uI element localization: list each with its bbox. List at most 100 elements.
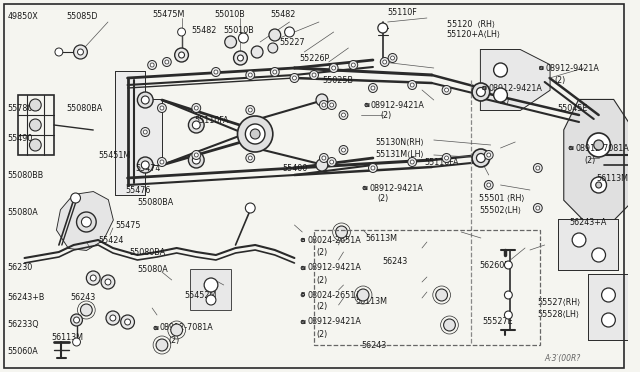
Circle shape bbox=[335, 226, 348, 238]
Text: 55060A: 55060A bbox=[8, 347, 38, 356]
Circle shape bbox=[106, 311, 120, 325]
Circle shape bbox=[369, 164, 378, 173]
Circle shape bbox=[90, 275, 96, 281]
Circle shape bbox=[160, 106, 164, 110]
Circle shape bbox=[476, 154, 485, 163]
Polygon shape bbox=[564, 100, 633, 220]
Text: 55080A: 55080A bbox=[138, 266, 168, 275]
Text: 55080BA: 55080BA bbox=[129, 247, 166, 257]
Circle shape bbox=[371, 86, 375, 90]
Text: 55110F: 55110F bbox=[388, 7, 417, 16]
Text: 08912-9421A: 08912-9421A bbox=[307, 317, 361, 327]
Circle shape bbox=[141, 128, 150, 137]
Circle shape bbox=[322, 103, 326, 107]
Text: 55502⟨LH⟩: 55502⟨LH⟩ bbox=[479, 205, 521, 215]
Text: 55120+A⟨LH⟩: 55120+A⟨LH⟩ bbox=[447, 29, 500, 38]
Text: 55080BB: 55080BB bbox=[8, 170, 44, 180]
Text: 55452M: 55452M bbox=[184, 291, 217, 299]
Text: 56113M: 56113M bbox=[355, 298, 387, 307]
Circle shape bbox=[487, 183, 491, 187]
Circle shape bbox=[110, 315, 116, 321]
Text: 55110FA: 55110FA bbox=[424, 157, 458, 167]
Circle shape bbox=[383, 60, 387, 64]
Text: 55010B: 55010B bbox=[214, 10, 244, 19]
Circle shape bbox=[363, 186, 366, 190]
Text: (2): (2) bbox=[584, 155, 595, 164]
Circle shape bbox=[193, 156, 200, 164]
Text: 08912-9421A: 08912-9421A bbox=[546, 64, 600, 73]
Circle shape bbox=[442, 86, 451, 94]
Text: 55482: 55482 bbox=[270, 10, 295, 19]
Text: 55476: 55476 bbox=[125, 186, 151, 195]
Polygon shape bbox=[191, 270, 230, 310]
Circle shape bbox=[493, 88, 508, 102]
Circle shape bbox=[301, 294, 305, 296]
Text: 08912-9421A: 08912-9421A bbox=[307, 263, 361, 273]
Text: 55501 ⟨RH⟩: 55501 ⟨RH⟩ bbox=[479, 193, 524, 202]
Circle shape bbox=[246, 154, 255, 163]
Circle shape bbox=[77, 212, 96, 232]
Text: 55528⟨LH⟩: 55528⟨LH⟩ bbox=[538, 310, 580, 318]
Circle shape bbox=[292, 76, 296, 80]
Circle shape bbox=[312, 73, 316, 77]
Text: 56243: 56243 bbox=[361, 340, 387, 350]
Circle shape bbox=[594, 140, 604, 150]
Circle shape bbox=[390, 56, 394, 60]
Circle shape bbox=[493, 63, 508, 77]
Text: N: N bbox=[300, 320, 305, 324]
Circle shape bbox=[143, 130, 147, 134]
Circle shape bbox=[74, 45, 87, 59]
Text: A·3′(00R?: A·3′(00R? bbox=[545, 353, 581, 362]
Text: 55424: 55424 bbox=[98, 235, 124, 244]
Circle shape bbox=[239, 33, 248, 43]
Circle shape bbox=[596, 182, 602, 188]
Circle shape bbox=[533, 203, 542, 212]
Circle shape bbox=[408, 80, 417, 90]
Text: (2): (2) bbox=[554, 76, 566, 84]
Circle shape bbox=[234, 51, 247, 65]
Text: 55482: 55482 bbox=[191, 26, 217, 35]
Circle shape bbox=[572, 233, 586, 247]
Text: (2): (2) bbox=[378, 193, 389, 202]
Text: 56243: 56243 bbox=[383, 257, 408, 266]
Polygon shape bbox=[481, 50, 550, 110]
Circle shape bbox=[195, 153, 198, 157]
Circle shape bbox=[319, 100, 328, 109]
Circle shape bbox=[150, 63, 154, 67]
Circle shape bbox=[316, 94, 328, 106]
Circle shape bbox=[476, 87, 485, 96]
Circle shape bbox=[569, 146, 572, 150]
Text: 55474: 55474 bbox=[136, 164, 161, 173]
Circle shape bbox=[188, 152, 204, 168]
Text: N: N bbox=[300, 266, 305, 270]
Circle shape bbox=[246, 71, 255, 80]
Circle shape bbox=[365, 103, 368, 107]
Polygon shape bbox=[57, 192, 113, 250]
Circle shape bbox=[121, 315, 134, 329]
Text: (2): (2) bbox=[316, 276, 327, 285]
Circle shape bbox=[171, 324, 182, 336]
Circle shape bbox=[29, 119, 41, 131]
Circle shape bbox=[342, 113, 346, 117]
Text: 55130N⟨RH⟩: 55130N⟨RH⟩ bbox=[375, 138, 424, 147]
Circle shape bbox=[157, 157, 166, 167]
Text: 56113M: 56113M bbox=[365, 234, 397, 243]
Circle shape bbox=[246, 106, 255, 115]
Circle shape bbox=[70, 193, 81, 203]
Text: 56243+A: 56243+A bbox=[569, 218, 607, 227]
Circle shape bbox=[536, 206, 540, 210]
Circle shape bbox=[301, 266, 305, 270]
Text: 08024-2651A: 08024-2651A bbox=[307, 235, 361, 244]
Circle shape bbox=[410, 83, 414, 87]
Text: 55226P: 55226P bbox=[300, 54, 330, 62]
Circle shape bbox=[192, 103, 201, 112]
Circle shape bbox=[504, 311, 512, 319]
Circle shape bbox=[105, 279, 111, 285]
Text: (2): (2) bbox=[316, 302, 327, 311]
Text: 55527E: 55527E bbox=[483, 317, 513, 327]
Circle shape bbox=[193, 121, 200, 129]
Text: (2): (2) bbox=[381, 110, 392, 119]
Text: 55080A: 55080A bbox=[8, 208, 38, 217]
Circle shape bbox=[157, 103, 166, 112]
Text: 56233Q: 56233Q bbox=[8, 321, 40, 330]
